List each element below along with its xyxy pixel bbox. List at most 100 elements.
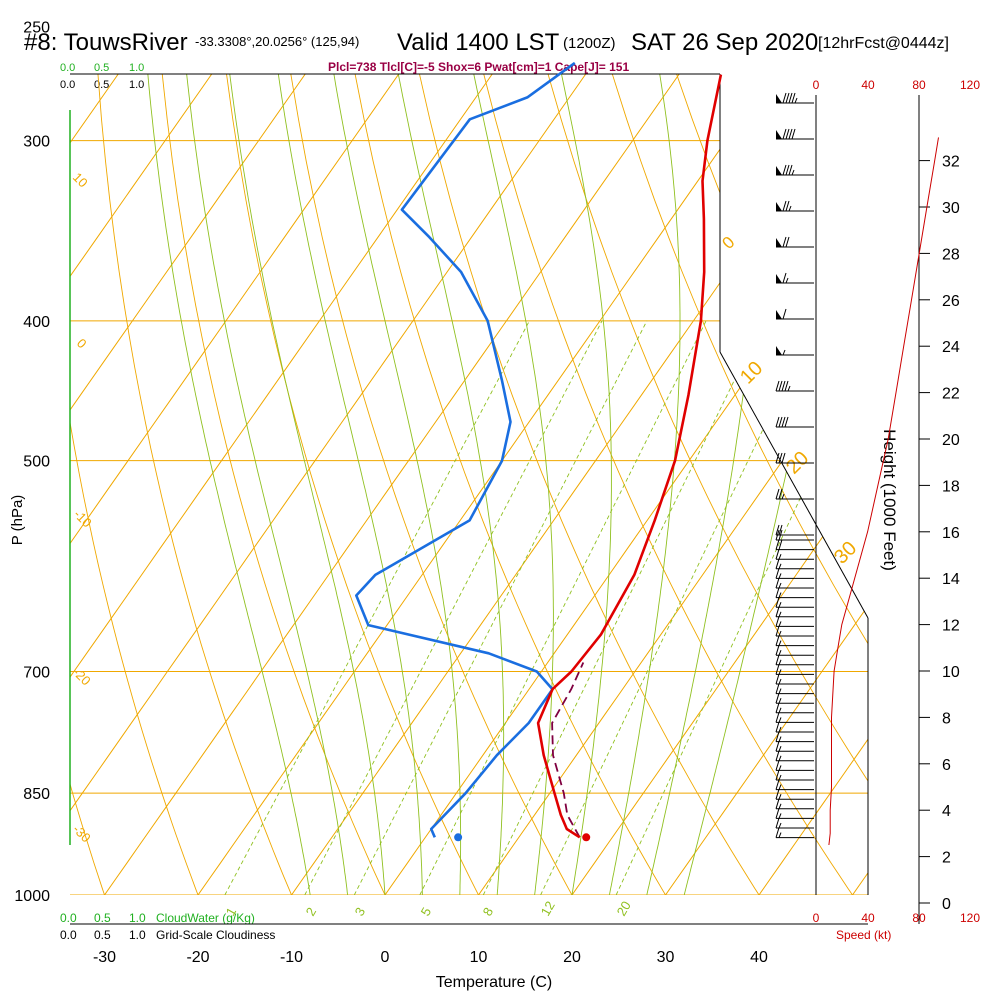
speed-panel [815, 95, 920, 924]
wind-barb [775, 683, 814, 695]
barb-full [788, 92, 793, 104]
barb-full [775, 488, 780, 500]
wind-barb [775, 380, 814, 392]
moist-adiabat-line [323, 74, 462, 895]
wind-barb [775, 673, 814, 685]
isotherm-label: 10 [70, 170, 91, 191]
barb-full [775, 664, 780, 675]
barb-pennant [776, 94, 782, 103]
parcel-path-line [551, 662, 585, 838]
barb-full [778, 452, 783, 464]
wind-barb [775, 769, 814, 781]
height-tick-label: 4 [942, 803, 951, 820]
cloudwater-tick: 0.5 [94, 62, 109, 74]
pressure-tick-label: 250 [23, 19, 50, 36]
barb-full [782, 128, 787, 140]
isotherm-line [70, 74, 340, 895]
barb-full [781, 452, 786, 464]
mixing-ratio-label: 12 [538, 898, 558, 918]
wind-barb [775, 524, 814, 536]
wind-barb [776, 92, 814, 104]
barb-full [785, 128, 790, 140]
barb-half [788, 205, 792, 212]
dry-adiabat-line [70, 74, 211, 895]
barb-half [794, 97, 798, 104]
wind-barb [775, 568, 814, 579]
dry-adiabat-line [409, 74, 780, 895]
barb-pennant [776, 130, 782, 139]
isotherm-line [758, 74, 868, 895]
wind-barb [775, 416, 814, 428]
speed-tick-bottom: 40 [861, 911, 875, 925]
pressure-tick-label: 300 [23, 134, 50, 151]
barb-full [778, 529, 783, 541]
cloudwater-label: CloudWater (g/Kg) [156, 911, 255, 925]
surface-dewpoint-point [454, 833, 463, 842]
barb-full [788, 128, 793, 140]
wind-barb [775, 827, 814, 839]
barb-half [778, 813, 782, 819]
barb-half [778, 726, 782, 733]
mixing-ratio-label: 20 [614, 898, 634, 918]
isotherm-label: 30 [830, 537, 861, 568]
barb-full [775, 587, 780, 598]
speed-tick-top: 120 [960, 78, 980, 92]
barb-half [778, 630, 782, 637]
wind-barb [775, 539, 814, 551]
barb-full [782, 308, 787, 320]
barb-full [775, 779, 780, 790]
barb-full [775, 549, 780, 560]
cloudiness-tick: 0.0 [60, 79, 75, 91]
barb-full [791, 128, 796, 140]
speed-tick-top: 80 [912, 78, 926, 92]
speed-tick-top: 40 [861, 78, 875, 92]
utc-time: (1200Z) [563, 35, 616, 52]
isotherm-line [197, 74, 807, 895]
barb-full [775, 645, 780, 656]
isotherm-line [852, 74, 868, 895]
plot-frame [69, 73, 869, 925]
barb-full [775, 731, 780, 742]
wind-barb [775, 645, 814, 656]
height-tick-label: 26 [942, 293, 960, 310]
y-axis-title: P (hPa) [9, 495, 26, 546]
dry-adiabat-line [70, 74, 116, 895]
barb-half [781, 493, 785, 500]
barb-full [775, 635, 780, 646]
isotherm-line [70, 74, 527, 895]
wind-barb [776, 164, 814, 176]
height-axis-title: Height (1000 Feet) [880, 429, 899, 571]
barb-full [778, 488, 783, 500]
profiles [354, 61, 939, 846]
barb-full [775, 721, 780, 733]
moist-adiabat-line [386, 74, 505, 895]
barb-full [775, 683, 780, 694]
wind-barb [775, 798, 814, 810]
temperature-tick-label: -20 [186, 949, 209, 966]
temperature-tick-label: -10 [280, 949, 303, 966]
wind-barb [775, 789, 814, 800]
wind-barb [776, 128, 814, 140]
barb-half [778, 755, 782, 761]
height-tick-label: 14 [942, 571, 960, 588]
barb-full [775, 616, 780, 627]
moist-adiabat-line [608, 74, 681, 895]
isotherm-line [665, 74, 868, 895]
dry-adiabat-line [283, 74, 590, 895]
moist-adiabat-line [548, 74, 612, 895]
wind-barb [776, 272, 814, 284]
barb-half [778, 803, 782, 809]
barb-half [778, 736, 782, 742]
barb-full [775, 568, 780, 579]
barb-full [785, 92, 790, 104]
mixing-ratio-label: 3 [352, 905, 369, 919]
barb-full [784, 416, 789, 428]
dry-adiabat-line [534, 74, 868, 895]
speed-tick-bottom: 120 [960, 911, 980, 925]
barb-full [782, 200, 787, 212]
barb-full [778, 416, 783, 428]
temperature-tick-label: 20 [563, 949, 581, 966]
mixing-ratio-line [353, 320, 648, 895]
isotherm-label: -10 [71, 507, 95, 531]
